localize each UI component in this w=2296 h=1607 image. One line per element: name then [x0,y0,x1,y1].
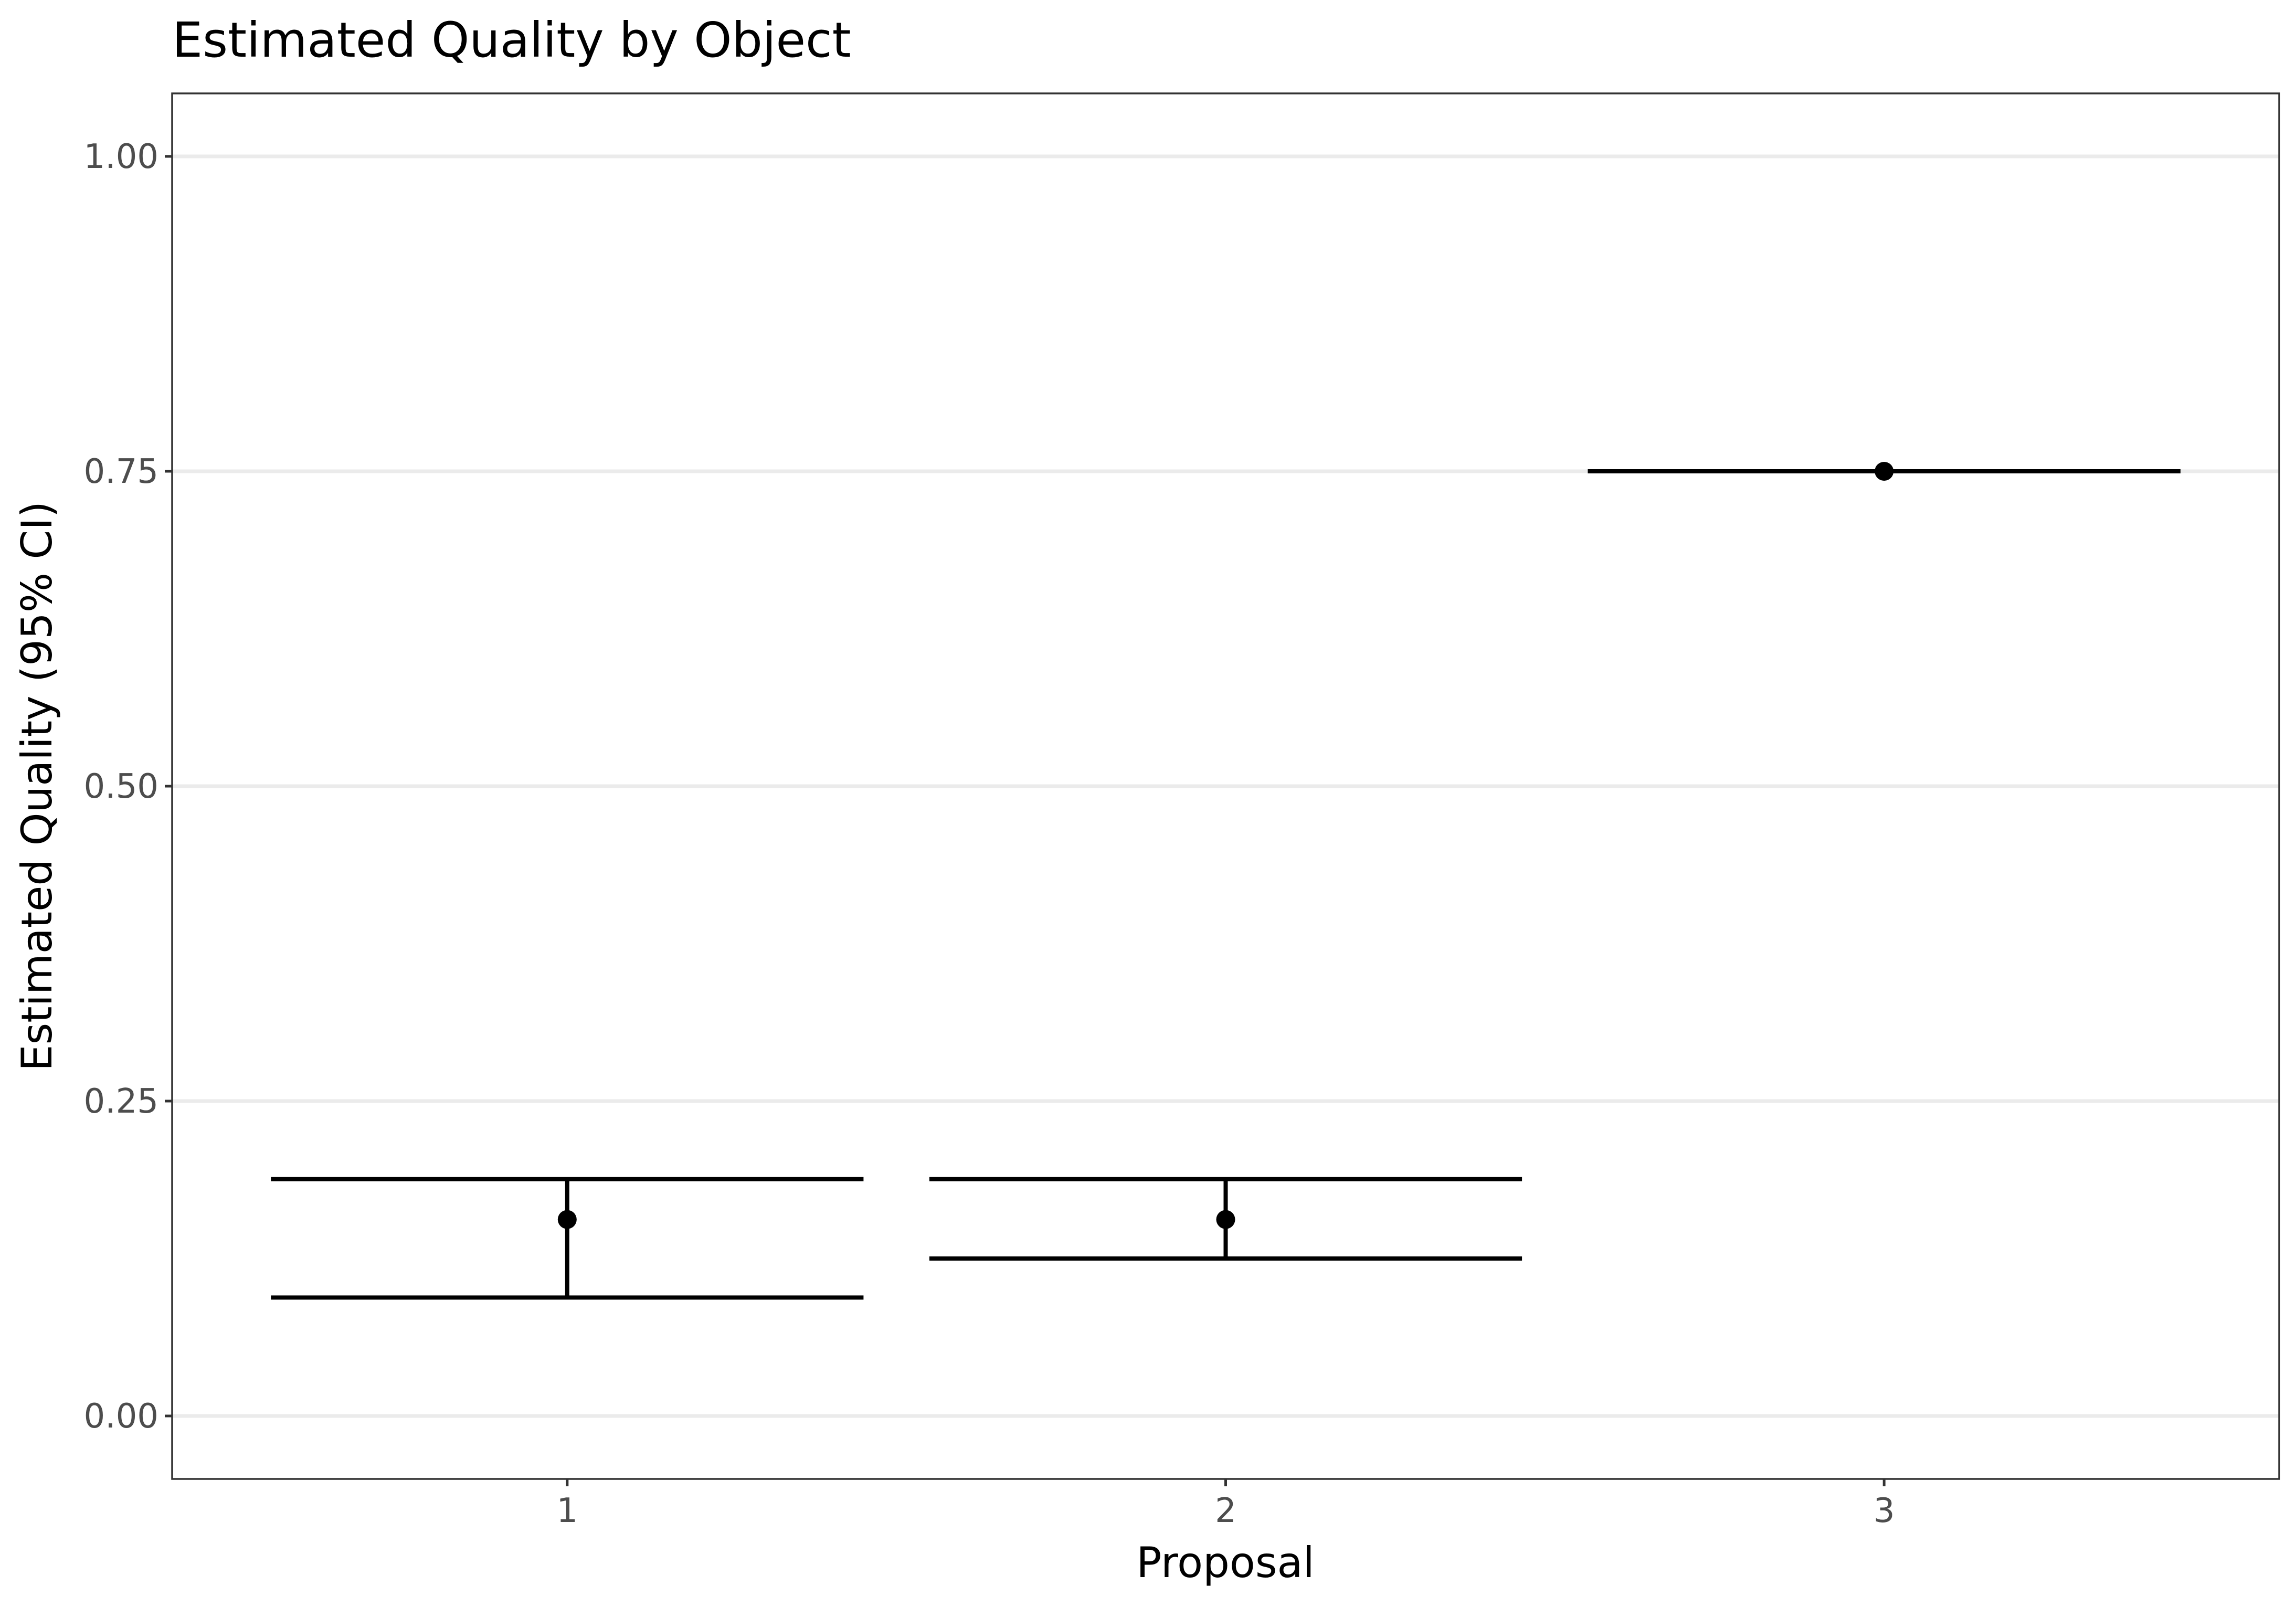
estimate-point [1875,462,1894,481]
y-axis-title: Estimated Quality (95% CI) [13,501,61,1071]
chart-title: Estimated Quality by Object [172,12,851,68]
estimate-point [1216,1210,1235,1229]
errorbar-group [929,1177,1522,1261]
x-axis-title: Proposal [1136,1538,1315,1587]
estimate-point [557,1210,577,1229]
x-tick-label: 3 [1874,1492,1895,1530]
data-marks [271,462,2181,1300]
y-tick-label: 0.00 [84,1397,159,1436]
errorbar-group [1588,462,2181,481]
errorbar-group [271,1177,864,1300]
x-axis: 1 2 3 [556,1479,1895,1530]
y-tick-label: 0.50 [84,767,159,806]
y-tick-label: 0.25 [84,1082,159,1121]
x-tick-label: 2 [1215,1492,1236,1530]
y-axis: 0.00 0.25 0.50 0.75 1.00 [84,138,172,1436]
y-tick-label: 0.75 [84,452,159,491]
x-tick-label: 1 [556,1492,578,1530]
y-tick-label: 1.00 [84,138,159,176]
